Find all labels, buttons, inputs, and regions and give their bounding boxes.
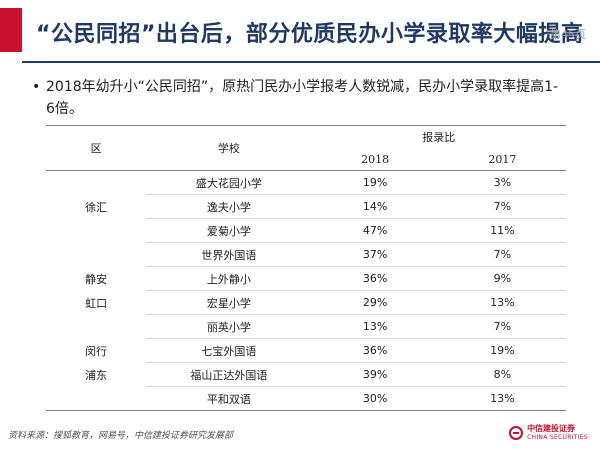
logo-emblem-icon [509, 426, 524, 440]
region-cell: 浦东 [85, 368, 108, 382]
table-row: 爱菊小学 47% 11% [46, 218, 566, 243]
value-2018-cell: 29% [311, 290, 439, 315]
value-2018-cell: 13% [311, 314, 439, 339]
value-2017-cell: 8% [438, 362, 566, 387]
region-cell [46, 243, 146, 267]
bullet-point: • 2018年幼升小“公民同招”，原热门民办小学报考人数锐减，民办小学录取率提高… [32, 76, 566, 120]
value-2018-cell: 30% [311, 386, 439, 411]
logo-name-cn: 中信建投证券 [527, 424, 576, 433]
table-row: 闵行 七宝外国语 36% 19% [46, 338, 566, 363]
value-2018-cell: 39% [311, 362, 439, 387]
region-cell [46, 171, 146, 195]
school-cell: 宏星小学 [146, 290, 312, 315]
region-cell: 闵行 [85, 344, 108, 358]
value-2017-cell: 7% [438, 194, 566, 219]
school-cell: 福山正达外国语 [146, 362, 312, 387]
table-row: 平和双语 30% 13% [46, 386, 566, 411]
title-divider [22, 61, 600, 63]
region-cell [46, 315, 146, 339]
header-year-2017: 2017 [438, 148, 566, 171]
value-2018-cell: 19% [311, 170, 439, 195]
value-2017-cell: 3% [438, 170, 566, 195]
school-cell: 世界外国语 [146, 242, 312, 267]
school-cell: 上外静小 [146, 266, 312, 291]
school-cell: 七宝外国语 [146, 338, 312, 363]
header-school: 学校 [146, 125, 312, 171]
logo-name-en: CHINA SECURITIES [527, 434, 588, 441]
admission-ratio-table: 区 学校 报录比 2018 2017 盛大花园小学 19% 3% 徐汇 逸夫小学 14% 7… [46, 125, 566, 411]
region-cell: 静安 [85, 272, 108, 286]
school-cell: 盛大花园小学 [146, 170, 312, 195]
school-cell: 平和双语 [146, 386, 312, 411]
value-2017-cell: 11% [438, 218, 566, 243]
bullet-text: 2018年幼升小“公民同招”，原热门民办小学报考人数锐减，民办小学录取率提高1-… [46, 79, 559, 117]
table-row: 静安 上外静小 36% 9% [46, 266, 566, 291]
value-2017-cell: 9% [438, 266, 566, 291]
value-2017-cell: 13% [438, 386, 566, 411]
value-2017-cell: 7% [438, 242, 566, 267]
region-cell: 虹口 [85, 296, 108, 310]
value-2018-cell: 47% [311, 218, 439, 243]
school-cell: 逸夫小学 [146, 194, 312, 219]
page-title: “公民同招”出台后，部分优质民办小学录取率大幅提高 [36, 22, 584, 47]
value-2017-cell: 13% [438, 290, 566, 315]
value-2018-cell: 14% [311, 194, 439, 219]
page-number: 第45页 [550, 28, 586, 41]
header-ratio: 报录比 [311, 125, 566, 148]
table-row: 浦东 福山正达外国语 39% 8% [46, 362, 566, 387]
table-row: 世界外国语 37% 7% [46, 242, 566, 267]
header-year-2018: 2018 [311, 148, 439, 171]
title-bar: “公民同招”出台后，部分优质民办小学录取率大幅提高 第45页 [0, 0, 600, 63]
value-2017-cell: 7% [438, 314, 566, 339]
region-cell [46, 219, 146, 243]
header-region: 区 [46, 125, 147, 171]
school-cell: 爱菊小学 [146, 218, 312, 243]
region-cell [46, 386, 147, 411]
table-row: 虹口 宏星小学 29% 13% [46, 290, 566, 315]
title-accent-bar [0, 8, 22, 52]
value-2018-cell: 36% [311, 266, 439, 291]
table-row: 徐汇 逸夫小学 14% 7% [46, 194, 566, 219]
source-note: 资料来源：搜狐教育，网易号，中信建投证券研究发展部 [8, 431, 234, 441]
bullet-dot-icon: • [32, 79, 41, 95]
company-logo: 中信建投证券 CHINA SECURITIES [509, 424, 588, 442]
value-2018-cell: 37% [311, 242, 439, 267]
region-cell: 徐汇 [85, 200, 108, 214]
table-row: 盛大花园小学 19% 3% [46, 170, 566, 195]
value-2018-cell: 36% [311, 338, 439, 363]
value-2017-cell: 19% [438, 338, 566, 363]
table-row: 丽英小学 13% 7% [46, 314, 566, 339]
school-cell: 丽英小学 [146, 314, 312, 339]
